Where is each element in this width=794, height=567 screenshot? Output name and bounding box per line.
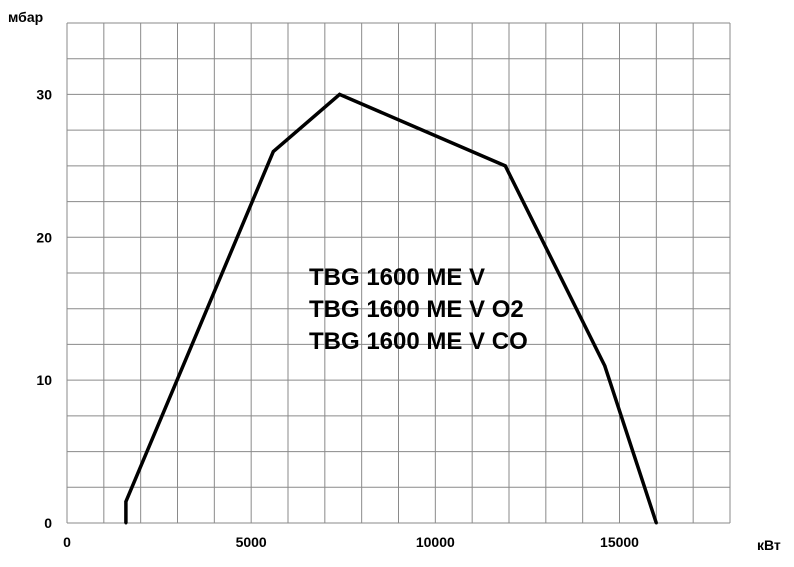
series-point xyxy=(503,164,507,168)
x-tick-label: 10000 xyxy=(416,534,455,550)
model-label-1: TBG 1600 ME V xyxy=(309,264,485,291)
series-point xyxy=(654,521,658,525)
y-tick-label: 30 xyxy=(36,86,52,102)
x-axis-label: кВт xyxy=(757,537,781,553)
model-label-3: TBG 1600 ME V CO xyxy=(309,328,528,355)
tick-labels: 0 5000 10000 15000 0 10 20 30 xyxy=(36,86,639,550)
series-point xyxy=(271,150,275,154)
series-point xyxy=(338,92,342,96)
series-point xyxy=(124,521,128,525)
y-tick-label: 0 xyxy=(44,515,52,531)
series-point xyxy=(603,364,607,368)
y-tick-label: 10 xyxy=(36,372,52,388)
series-points xyxy=(124,92,658,525)
y-axis-label: мбар xyxy=(8,9,43,25)
x-tick-label: 0 xyxy=(63,534,71,550)
model-label-2: TBG 1600 ME V O2 xyxy=(309,296,524,323)
y-tick-label: 20 xyxy=(36,229,52,245)
x-tick-label: 5000 xyxy=(236,534,267,550)
series-point xyxy=(124,500,128,504)
x-tick-label: 15000 xyxy=(600,534,639,550)
